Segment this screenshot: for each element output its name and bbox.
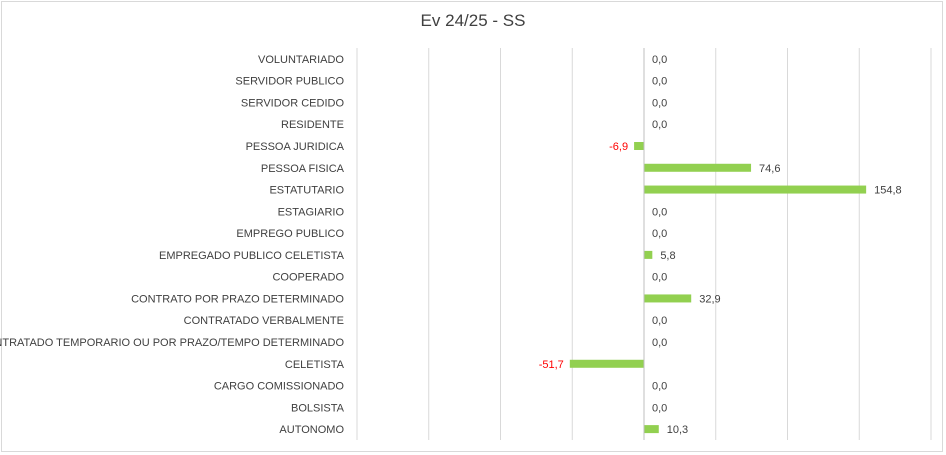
category-label: PESSOA JURIDICA bbox=[246, 141, 345, 153]
category-label: ESTATUTARIO bbox=[269, 185, 344, 197]
bar bbox=[644, 294, 692, 303]
category-label: EMPREGO PUBLICO bbox=[236, 228, 344, 240]
category-label: PESSOA FISICA bbox=[261, 163, 345, 175]
bar bbox=[644, 250, 653, 259]
category-label: AUTONOMO bbox=[279, 424, 344, 436]
data-label: 0,0 bbox=[652, 337, 667, 349]
category-label: SERVIDOR PUBLICO bbox=[235, 76, 344, 88]
data-label: 0,0 bbox=[652, 206, 667, 218]
data-label: 0,0 bbox=[652, 381, 667, 393]
data-label: 154,8 bbox=[874, 185, 902, 197]
data-label: 0,0 bbox=[652, 119, 667, 131]
data-label: 10,3 bbox=[667, 424, 688, 436]
category-label: CONTRATADO TEMPORARIO OU POR PRAZO/TEMPO… bbox=[0, 337, 344, 349]
category-label: SERVIDOR CEDIDO bbox=[241, 97, 345, 109]
category-label: CARGO COMISSIONADO bbox=[214, 381, 345, 393]
category-label: EMPREGADO PUBLICO CELETISTA bbox=[159, 250, 345, 262]
category-label: BOLSISTA bbox=[291, 402, 345, 414]
category-label: CONTRATADO VERBALMENTE bbox=[184, 315, 344, 327]
chart-title: Ev 24/25 - SS bbox=[420, 11, 526, 30]
data-label: 0,0 bbox=[652, 54, 667, 66]
data-label: 0,0 bbox=[652, 315, 667, 327]
bar bbox=[644, 163, 752, 172]
bar bbox=[569, 359, 644, 368]
data-label: -6,9 bbox=[609, 141, 628, 153]
category-label: ESTAGIARIO bbox=[278, 206, 345, 218]
data-label: 0,0 bbox=[652, 272, 667, 284]
category-label: CONTRATO POR PRAZO DETERMINADO bbox=[131, 293, 344, 305]
data-label: 0,0 bbox=[652, 97, 667, 109]
category-label: RESIDENTE bbox=[281, 119, 344, 131]
data-label: 5,8 bbox=[660, 250, 675, 262]
category-label: VOLUNTARIADO bbox=[258, 54, 344, 66]
data-label: -51,7 bbox=[539, 359, 564, 371]
data-label: 0,0 bbox=[652, 228, 667, 240]
bar bbox=[644, 425, 659, 434]
bar bbox=[634, 142, 644, 150]
data-label: 74,6 bbox=[759, 163, 780, 175]
category-label: CELETISTA bbox=[285, 359, 345, 371]
data-label: 0,0 bbox=[652, 76, 667, 88]
data-label: 32,9 bbox=[699, 293, 720, 305]
bar bbox=[644, 185, 867, 194]
data-label: 0,0 bbox=[652, 402, 667, 414]
category-label: COOPERADO bbox=[272, 272, 344, 284]
